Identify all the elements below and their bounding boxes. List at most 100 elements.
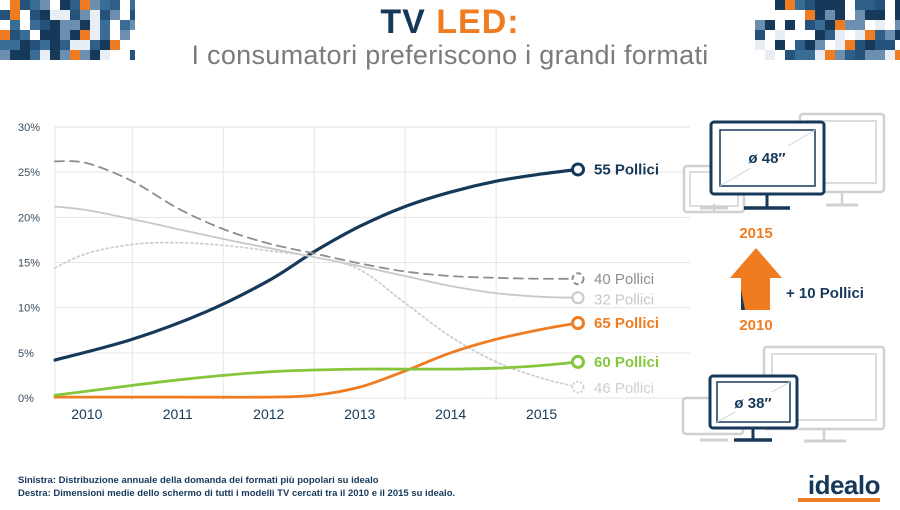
pixel-tile [70, 30, 80, 40]
pixel-tile [120, 30, 130, 40]
series-end-marker [571, 316, 585, 331]
pixel-tile [805, 50, 815, 60]
pixel-tile [90, 50, 100, 60]
pixel-tile [895, 10, 900, 20]
increase-arrow-icon [730, 248, 782, 310]
pixel-tile [50, 50, 60, 60]
footnote-right: Destra: Dimensioni medie dello schermo d… [18, 488, 456, 499]
pixel-tile [865, 30, 875, 40]
y-tick-label: 15% [18, 258, 40, 270]
pixel-tile [805, 40, 815, 50]
pixel-tile [0, 40, 10, 50]
pixel-tile [10, 40, 20, 50]
pixel-tile [100, 50, 110, 60]
pixel-tile [875, 40, 885, 50]
decorative-pixel-pattern-right [755, 0, 900, 60]
series-label: 55 Pollici [594, 161, 659, 178]
pixel-tile [120, 20, 130, 30]
pixel-tile [795, 40, 805, 50]
y-tick-label: 5% [18, 348, 34, 360]
pixel-tile [805, 30, 815, 40]
series-label: 60 Pollici [594, 354, 659, 371]
pixel-tile [100, 20, 110, 30]
x-tick-label: 2015 [526, 406, 557, 422]
pixel-tile [40, 0, 50, 10]
pixel-tile [875, 0, 885, 10]
pixel-tile [795, 20, 805, 30]
pixel-tile [895, 40, 900, 50]
tv-large-label: ø 48″ [748, 150, 785, 167]
pixel-tile [885, 50, 895, 60]
pixel-tile [835, 30, 845, 40]
pixel-tile [795, 50, 805, 60]
tv-large-group: ø 48″ [682, 112, 886, 214]
pixel-tile [70, 40, 80, 50]
pixel-tile [80, 0, 90, 10]
series-label: 65 Pollici [594, 315, 659, 332]
pixel-tile [40, 30, 50, 40]
pixel-tile [865, 50, 875, 60]
pixel-tile [10, 30, 20, 40]
series-label: 40 Pollici [594, 271, 654, 288]
x-tick-label: 2014 [435, 406, 466, 422]
pixel-tile [30, 50, 40, 60]
pixel-tile [815, 10, 825, 20]
pixel-tile [60, 0, 70, 10]
pixel-tile [895, 20, 900, 30]
decorative-pixel-pattern-left [0, 0, 135, 60]
series-label: 46 Pollici [594, 380, 654, 397]
pixel-tile [785, 40, 795, 50]
pixel-tile [835, 40, 845, 50]
pixel-tile [60, 50, 70, 60]
pixel-tile [895, 30, 900, 40]
pixel-tile [865, 20, 875, 30]
series-end-marker [571, 291, 585, 305]
pixel-tile [805, 20, 815, 30]
pixel-tile [845, 20, 855, 30]
series-labels: 55 Pollici 40 Pollici 32 Pollici 46 Pollici… [594, 161, 659, 397]
pixel-tile [815, 50, 825, 60]
pixel-tile [765, 30, 775, 40]
pixel-tile [110, 0, 120, 10]
pixel-tile [110, 20, 120, 30]
pixel-tile [845, 30, 855, 40]
pixel-tile [90, 0, 100, 10]
pixel-tile [60, 20, 70, 30]
pixel-tile [0, 10, 10, 20]
pixel-tile [80, 10, 90, 20]
pixel-tile [90, 40, 100, 50]
pixel-tile [130, 50, 135, 60]
y-tick-label: 20% [18, 212, 40, 224]
series-end-marker [571, 272, 585, 286]
pixel-tile [10, 10, 20, 20]
pixel-tile [815, 20, 825, 30]
pixel-tile [40, 40, 50, 50]
y-tick-label: 30% [18, 122, 40, 134]
pixel-tile [100, 10, 110, 20]
series-end-marker [571, 162, 585, 177]
pixel-tile [765, 20, 775, 30]
pixel-tile [825, 30, 835, 40]
title-main: TV [380, 3, 437, 41]
arrow-fold-icon [741, 290, 745, 310]
pixel-tile [50, 10, 60, 20]
pixel-tile [785, 10, 795, 20]
y-axis-ticks: 0% 5% 10% 15% 20% 25% 30% [18, 122, 40, 405]
pixel-tile [755, 20, 765, 30]
pixel-tile [40, 50, 50, 60]
pixel-tile [775, 30, 785, 40]
pixel-tile [775, 40, 785, 50]
pixel-tile [30, 20, 40, 30]
pixel-tile [805, 10, 815, 20]
pixel-tile [70, 20, 80, 30]
pixel-tile [120, 50, 130, 60]
pixel-tile [865, 40, 875, 50]
pixel-tile [70, 10, 80, 20]
pixel-tile [755, 0, 765, 10]
tv-comparison-panel: ø 48″ 2015 + 10 Pollici 2010 ø 38″ [681, 112, 886, 443]
series-line [54, 241, 579, 389]
pixel-tile [855, 40, 865, 50]
pixel-tile [855, 50, 865, 60]
pixel-tile [845, 40, 855, 50]
pixel-tile [775, 50, 785, 60]
